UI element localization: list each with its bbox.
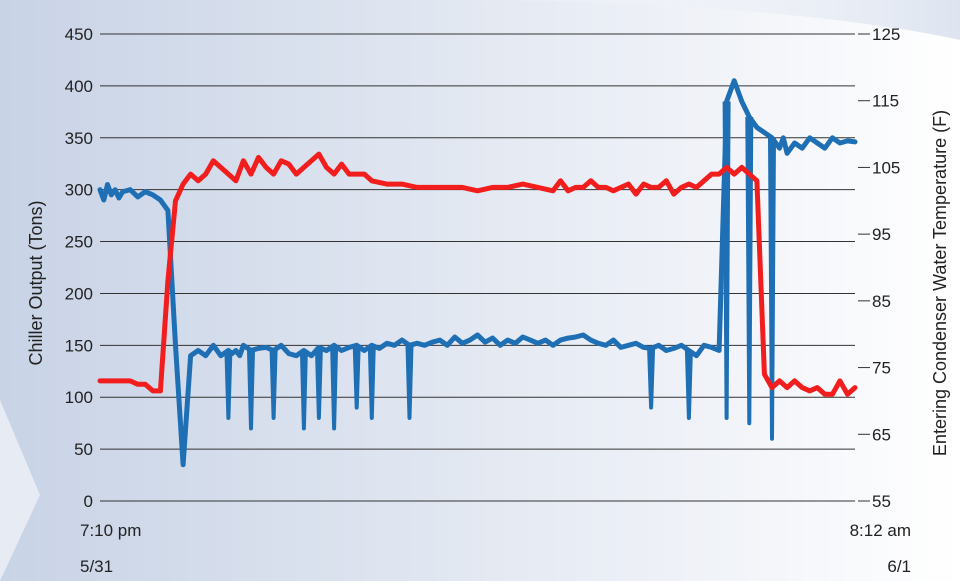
right-tick-label: 105 xyxy=(872,158,900,177)
chiller-output-dip xyxy=(352,345,361,410)
chiller-output-dip xyxy=(405,345,414,420)
left-tick-label: 50 xyxy=(74,440,93,459)
chiller-output-dip xyxy=(224,350,233,420)
chiller-output-dip xyxy=(247,350,255,431)
left-axis-ticks: 0 50 100 150 200 250 300 350 400 450 xyxy=(65,25,93,511)
x-end-time: 8:12 am xyxy=(850,521,911,540)
left-tick-label: 350 xyxy=(65,129,93,148)
x-start-date: 5/31 xyxy=(80,557,113,576)
left-tick-label: 0 xyxy=(84,492,93,511)
right-tick-label: 75 xyxy=(872,359,891,378)
chiller-output-dip xyxy=(299,350,308,431)
chiller-output-dip xyxy=(768,137,776,441)
chiller-output-dip xyxy=(722,101,731,420)
left-tick-label: 150 xyxy=(65,336,93,355)
chiller-output-dip xyxy=(367,345,376,420)
chiller-output-dip xyxy=(647,348,656,410)
series-group xyxy=(97,78,858,468)
right-tick-label: 95 xyxy=(872,225,891,244)
x-start-time: 7:10 pm xyxy=(80,521,141,540)
left-tick-label: 200 xyxy=(65,284,93,303)
chiller-output-dip xyxy=(684,350,693,420)
condenser-temp-line xyxy=(97,151,858,397)
right-tick-label: 65 xyxy=(872,425,891,444)
right-axis-ticks: 55 65 75 85 95 105 115 125 xyxy=(858,25,900,511)
left-tick-label: 100 xyxy=(65,388,93,407)
left-tick-label: 300 xyxy=(65,181,93,200)
right-tick-label: 125 xyxy=(872,25,900,44)
left-tick-label: 400 xyxy=(65,77,93,96)
left-axis-title: Chiller Output (Tons) xyxy=(26,200,46,365)
chiller-output-dip xyxy=(330,345,339,431)
background-swoosh xyxy=(430,0,960,40)
background-chevron xyxy=(0,400,40,581)
chiller-output-dip xyxy=(745,116,754,426)
left-tick-label: 450 xyxy=(65,25,93,44)
chiller-output-dip xyxy=(269,350,278,420)
chiller-output-line xyxy=(97,78,858,468)
right-axis-title: Entering Condenser Water Temperature (F) xyxy=(930,110,950,456)
chiller-output-dip xyxy=(314,347,323,420)
right-tick-label: 55 xyxy=(872,492,891,511)
right-tick-label: 85 xyxy=(872,292,891,311)
x-end-date: 6/1 xyxy=(887,557,911,576)
left-tick-label: 250 xyxy=(65,233,93,252)
right-tick-label: 115 xyxy=(872,92,899,111)
